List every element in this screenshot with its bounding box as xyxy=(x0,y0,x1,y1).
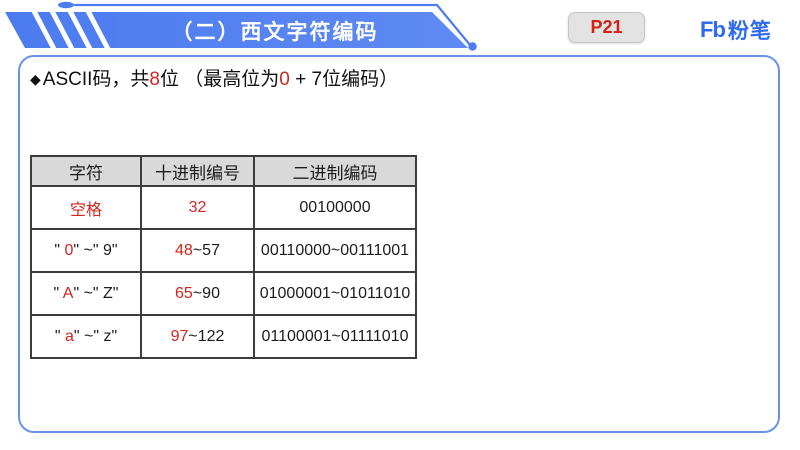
text-segment: 位 （最高位为 xyxy=(159,69,280,90)
accent-dot-left xyxy=(58,1,74,9)
banner-stripes xyxy=(31,9,111,51)
text-segment: 00100000 xyxy=(299,198,371,216)
text-segment: ~122 xyxy=(188,327,225,345)
text-segment: 0 xyxy=(279,69,290,90)
column-header: 二进制编码 xyxy=(253,155,417,187)
text-segment: 65 xyxy=(175,284,193,302)
table-cell: 00100000 xyxy=(253,185,417,230)
text-segment: " xyxy=(54,327,65,345)
bullet-text: ASCII码，共8位 （最高位为0 + 7位编码） xyxy=(43,69,398,90)
banner-shape xyxy=(5,12,468,48)
table-cell: 32 xyxy=(140,185,255,230)
table-cell: 01100001~01111010 xyxy=(253,314,417,359)
text-segment: 00110000~00111001 xyxy=(260,241,410,259)
page-title: （二）西文字符编码 xyxy=(171,21,379,44)
accent-dot-right xyxy=(468,42,477,51)
table-row: " a" ~" z" 97~122 01100001~01111010 xyxy=(30,314,417,359)
text-segment: 01000001~01011010 xyxy=(259,284,411,302)
table-cell: " 0" ~" 9" xyxy=(30,228,142,273)
accent-line xyxy=(74,3,471,46)
text-segment: 48 xyxy=(175,241,193,259)
page-number-badge: P21 xyxy=(568,12,645,43)
fenbi-logo: Fb 粉笔 xyxy=(700,15,772,45)
text-segment: " ~" Z" xyxy=(73,284,119,302)
table-cell: 空格 xyxy=(30,185,142,230)
ascii-encoding-table: 字符 十进制编号 二进制编码 空格 32 00100000 " 0" ~" 9" 48~57… xyxy=(30,155,417,359)
text-segment: 0 xyxy=(64,241,74,259)
table-row: " 0" ~" 9" 48~57 00110000~00111001 xyxy=(30,228,417,273)
fenbi-logo-icon: Fb xyxy=(700,17,726,42)
table-cell: 65~90 xyxy=(140,271,255,316)
text-segment: + 7位编码） xyxy=(289,69,399,90)
table-row: 空格 32 00100000 xyxy=(30,185,417,230)
text-segment: 97 xyxy=(170,327,189,345)
text-segment: " xyxy=(54,241,65,259)
table-cell: " A" ~" Z" xyxy=(30,271,142,316)
table-cell: 00110000~00111001 xyxy=(253,228,417,273)
diamond-bullet-icon: ◆ xyxy=(30,71,41,87)
text-segment: 空格 xyxy=(69,201,102,219)
text-segment: ~57 xyxy=(192,241,220,259)
table-cell: " a" ~" z" xyxy=(30,314,142,359)
text-segment: ~90 xyxy=(192,284,220,302)
text-segment: 01100001~01111010 xyxy=(261,327,409,345)
table-cell: 01000001~01011010 xyxy=(253,271,417,316)
text-segment: " ~" z" xyxy=(73,327,118,345)
column-header: 十进制编号 xyxy=(140,155,255,187)
text-segment: 8 xyxy=(149,69,160,90)
text-segment: 32 xyxy=(188,198,207,216)
text-segment: " xyxy=(53,284,63,302)
table-cell: 48~57 xyxy=(140,228,255,273)
text-segment: a xyxy=(64,327,74,345)
text-segment: " ~" 9" xyxy=(73,241,118,259)
text-segment: ASCII码，共 xyxy=(42,69,150,90)
fenbi-logo-text: 粉笔 xyxy=(727,20,772,43)
table-header-row: 字符 十进制编号 二进制编码 xyxy=(30,155,417,187)
table-body: 空格 32 00100000 " 0" ~" 9" 48~57 00110000~0011… xyxy=(30,185,417,359)
column-header: 字符 xyxy=(30,155,142,187)
text-segment: A xyxy=(62,284,74,302)
header-banner-graphic xyxy=(5,1,477,51)
table-row: " A" ~" Z" 65~90 01000001~01011010 xyxy=(30,271,417,316)
bullet-point: ◆ ASCII码，共8位 （最高位为0 + 7位编码） xyxy=(30,64,398,91)
table-cell: 97~122 xyxy=(140,314,255,359)
table-header: 字符 十进制编号 二进制编码 xyxy=(30,155,417,187)
page-number-label: P21 xyxy=(590,17,623,37)
